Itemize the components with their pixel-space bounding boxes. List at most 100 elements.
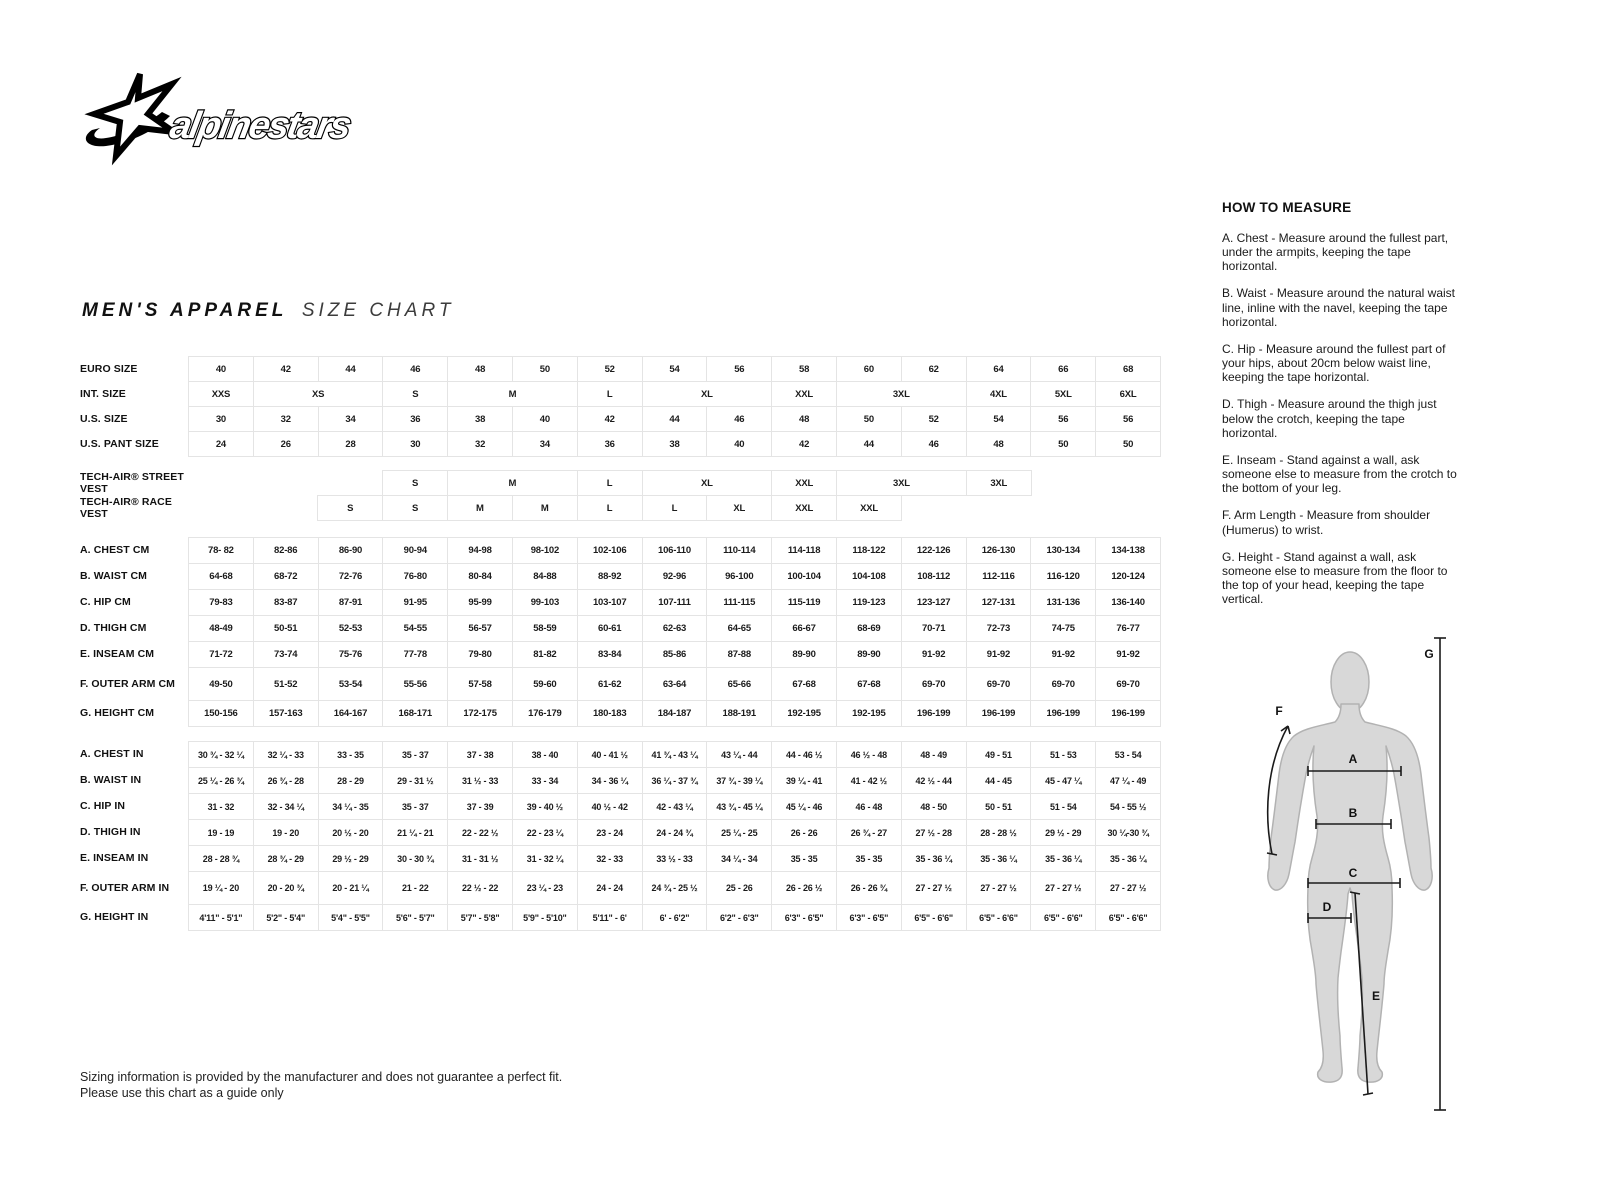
table-cell: 30 ¼-30 ¾ <box>1095 819 1161 846</box>
table-cell: 35 - 35 <box>835 845 902 872</box>
table-cell: 85-86 <box>641 641 708 668</box>
table-cell: 58-59 <box>511 615 578 642</box>
table-cell: 33 - 35 <box>317 741 384 768</box>
table-cell: 29 ½ - 29 <box>1030 819 1097 846</box>
table-cell: 68-72 <box>252 563 319 590</box>
table-cell: 34 - 36 ¼ <box>576 767 643 794</box>
table-cell: 26 - 26 <box>771 819 837 846</box>
table-cell: 21 - 22 <box>382 871 449 905</box>
table-cell: 75-76 <box>317 641 384 668</box>
row-label: A. CHEST CM <box>80 544 150 557</box>
row-label: B. WAIST IN <box>80 774 142 787</box>
table-cell: 118-122 <box>835 537 902 564</box>
figure-body <box>1267 703 1433 1083</box>
table-cell: 5'4" - 5'5" <box>317 904 384 931</box>
row-label: E. INSEAM IN <box>80 852 149 865</box>
table-cell: 44 <box>835 431 902 457</box>
table-cell: 3XL <box>965 470 1032 496</box>
table-cell: 48 - 49 <box>900 741 967 768</box>
table-cell: L <box>641 495 708 521</box>
row-label: F. OUTER ARM IN <box>80 881 170 894</box>
table-cell: 26 - 26 ¾ <box>835 871 902 905</box>
table-cell: 130-134 <box>1030 537 1097 564</box>
table-row: F. OUTER ARM CM 49-50 51-52 53-54 55-56 57-58… <box>80 667 1161 701</box>
table-cell: 49 - 51 <box>965 741 1032 768</box>
table-cell: 5'6" - 5'7" <box>382 904 449 931</box>
table-cell: 74-75 <box>1030 615 1097 642</box>
table-cell: 83-87 <box>252 589 319 616</box>
table-cell: 44 - 45 <box>965 767 1032 794</box>
table-cell: 25 ¼ - 25 <box>706 819 773 846</box>
table-cell: 196-199 <box>965 700 1032 727</box>
table-cell: 32 - 34 ¼ <box>252 793 319 820</box>
table-row: C. HIP IN 31 - 32 32 - 34 ¼ 34 ¼ - 35 35 - 3… <box>80 793 1161 820</box>
table-cell: 54 - 55 ½ <box>1095 793 1161 820</box>
table-cell: 6'2" - 6'3" <box>706 904 773 931</box>
disclaimer: Sizing information is provided by the ma… <box>80 1069 562 1102</box>
table-cell: M <box>447 381 578 407</box>
table-cell: 192-195 <box>835 700 902 727</box>
table-cell: 50 <box>1095 431 1161 457</box>
table-cell: 98-102 <box>511 537 578 564</box>
table-cell: S <box>382 495 448 521</box>
table-cell: 95-99 <box>447 589 513 616</box>
table-row: E. INSEAM IN 28 - 28 ¾ 28 ¾ - 29 29 ½ - 29 3… <box>80 845 1161 872</box>
size-table: EURO SIZE 40 42 44 46 48 50 52 54 56 58 60 62 64 66 68 I… <box>80 356 1170 944</box>
table-cell: 172-175 <box>447 700 513 727</box>
table-cell: 35 - 36 ¼ <box>900 845 967 872</box>
table-cell: 26 - 26 ½ <box>771 871 837 905</box>
table-cell: 20 - 21 ¼ <box>317 871 384 905</box>
measure-item-waist: B. Waist - Measure around the natural wa… <box>1222 286 1455 329</box>
disclaimer-line-2: Please use this chart as a guide only <box>80 1086 284 1101</box>
table-cell: 64 <box>965 356 1032 382</box>
table-row: G. HEIGHT CM 150-156 157-163 164-167 168-171… <box>80 700 1161 727</box>
row-label: U.S. SIZE <box>80 412 128 425</box>
table-cell: 5XL <box>1030 381 1097 407</box>
table-cell: 56-57 <box>447 615 513 642</box>
table-cell: 50 - 51 <box>965 793 1032 820</box>
table-cell: 51 - 54 <box>1030 793 1097 820</box>
table-cell: 35 - 37 <box>382 793 449 820</box>
table-row: TECH-AIR® RACE VEST S S M M L L XL XXL XXL <box>80 495 1161 521</box>
table-cell: 33 ½ - 33 <box>641 845 708 872</box>
table-cell: 91-92 <box>1030 641 1097 668</box>
size-table-group-in: A. CHEST IN 30 ¾ - 32 ¼ 32 ¼ - 33 33 - 35 35… <box>80 741 1161 931</box>
table-cell: 34 ¼ - 34 <box>706 845 773 872</box>
table-cell: 127-131 <box>965 589 1032 616</box>
table-cell: 69-70 <box>965 667 1032 701</box>
table-cell: 111-115 <box>706 589 773 616</box>
table-cell: 119-123 <box>835 589 902 616</box>
table-cell: 38 - 40 <box>511 741 578 768</box>
table-cell: 164-167 <box>317 700 384 727</box>
table-cell: 37 - 39 <box>447 793 513 820</box>
table-cell: 79-83 <box>188 589 254 616</box>
table-cell: 29 - 31 ½ <box>382 767 449 794</box>
table-cell: 31 ½ - 33 <box>447 767 513 794</box>
table-cell: 6' - 6'2" <box>641 904 708 931</box>
table-cell: 48 <box>447 356 513 382</box>
table-cell: 184-187 <box>641 700 708 727</box>
table-cell: 6'5" - 6'6" <box>900 904 967 931</box>
table-cell: 57-58 <box>447 667 513 701</box>
disclaimer-line-1: Sizing information is provided by the ma… <box>80 1070 563 1084</box>
table-cell: 51-52 <box>252 667 319 701</box>
table-cell: 28 - 28 ¾ <box>188 845 254 872</box>
label-g: G <box>1424 647 1433 661</box>
measure-item-inseam: E. Inseam - Stand against a wall, ask so… <box>1222 452 1457 496</box>
table-cell: XXS <box>188 381 254 407</box>
table-cell: 104-108 <box>835 563 902 590</box>
table-cell: 69-70 <box>1095 667 1161 701</box>
table-cell: 67-68 <box>835 667 902 701</box>
table-cell: 94-98 <box>447 537 513 564</box>
table-cell: 5'9" - 5'10" <box>511 904 578 931</box>
table-cell: 6'3" - 6'5" <box>835 904 902 931</box>
table-cell: 25 ¼ - 26 ¾ <box>188 767 254 794</box>
table-cell: 123-127 <box>900 589 967 616</box>
table-cell: 87-91 <box>317 589 384 616</box>
measure-item-hip: C. Hip - Measure around the fullest part… <box>1222 341 1446 385</box>
table-cell <box>188 496 318 521</box>
table-cell: 42 <box>576 406 643 432</box>
table-cell: 3XL <box>835 381 967 407</box>
table-cell: 91-92 <box>1095 641 1161 668</box>
